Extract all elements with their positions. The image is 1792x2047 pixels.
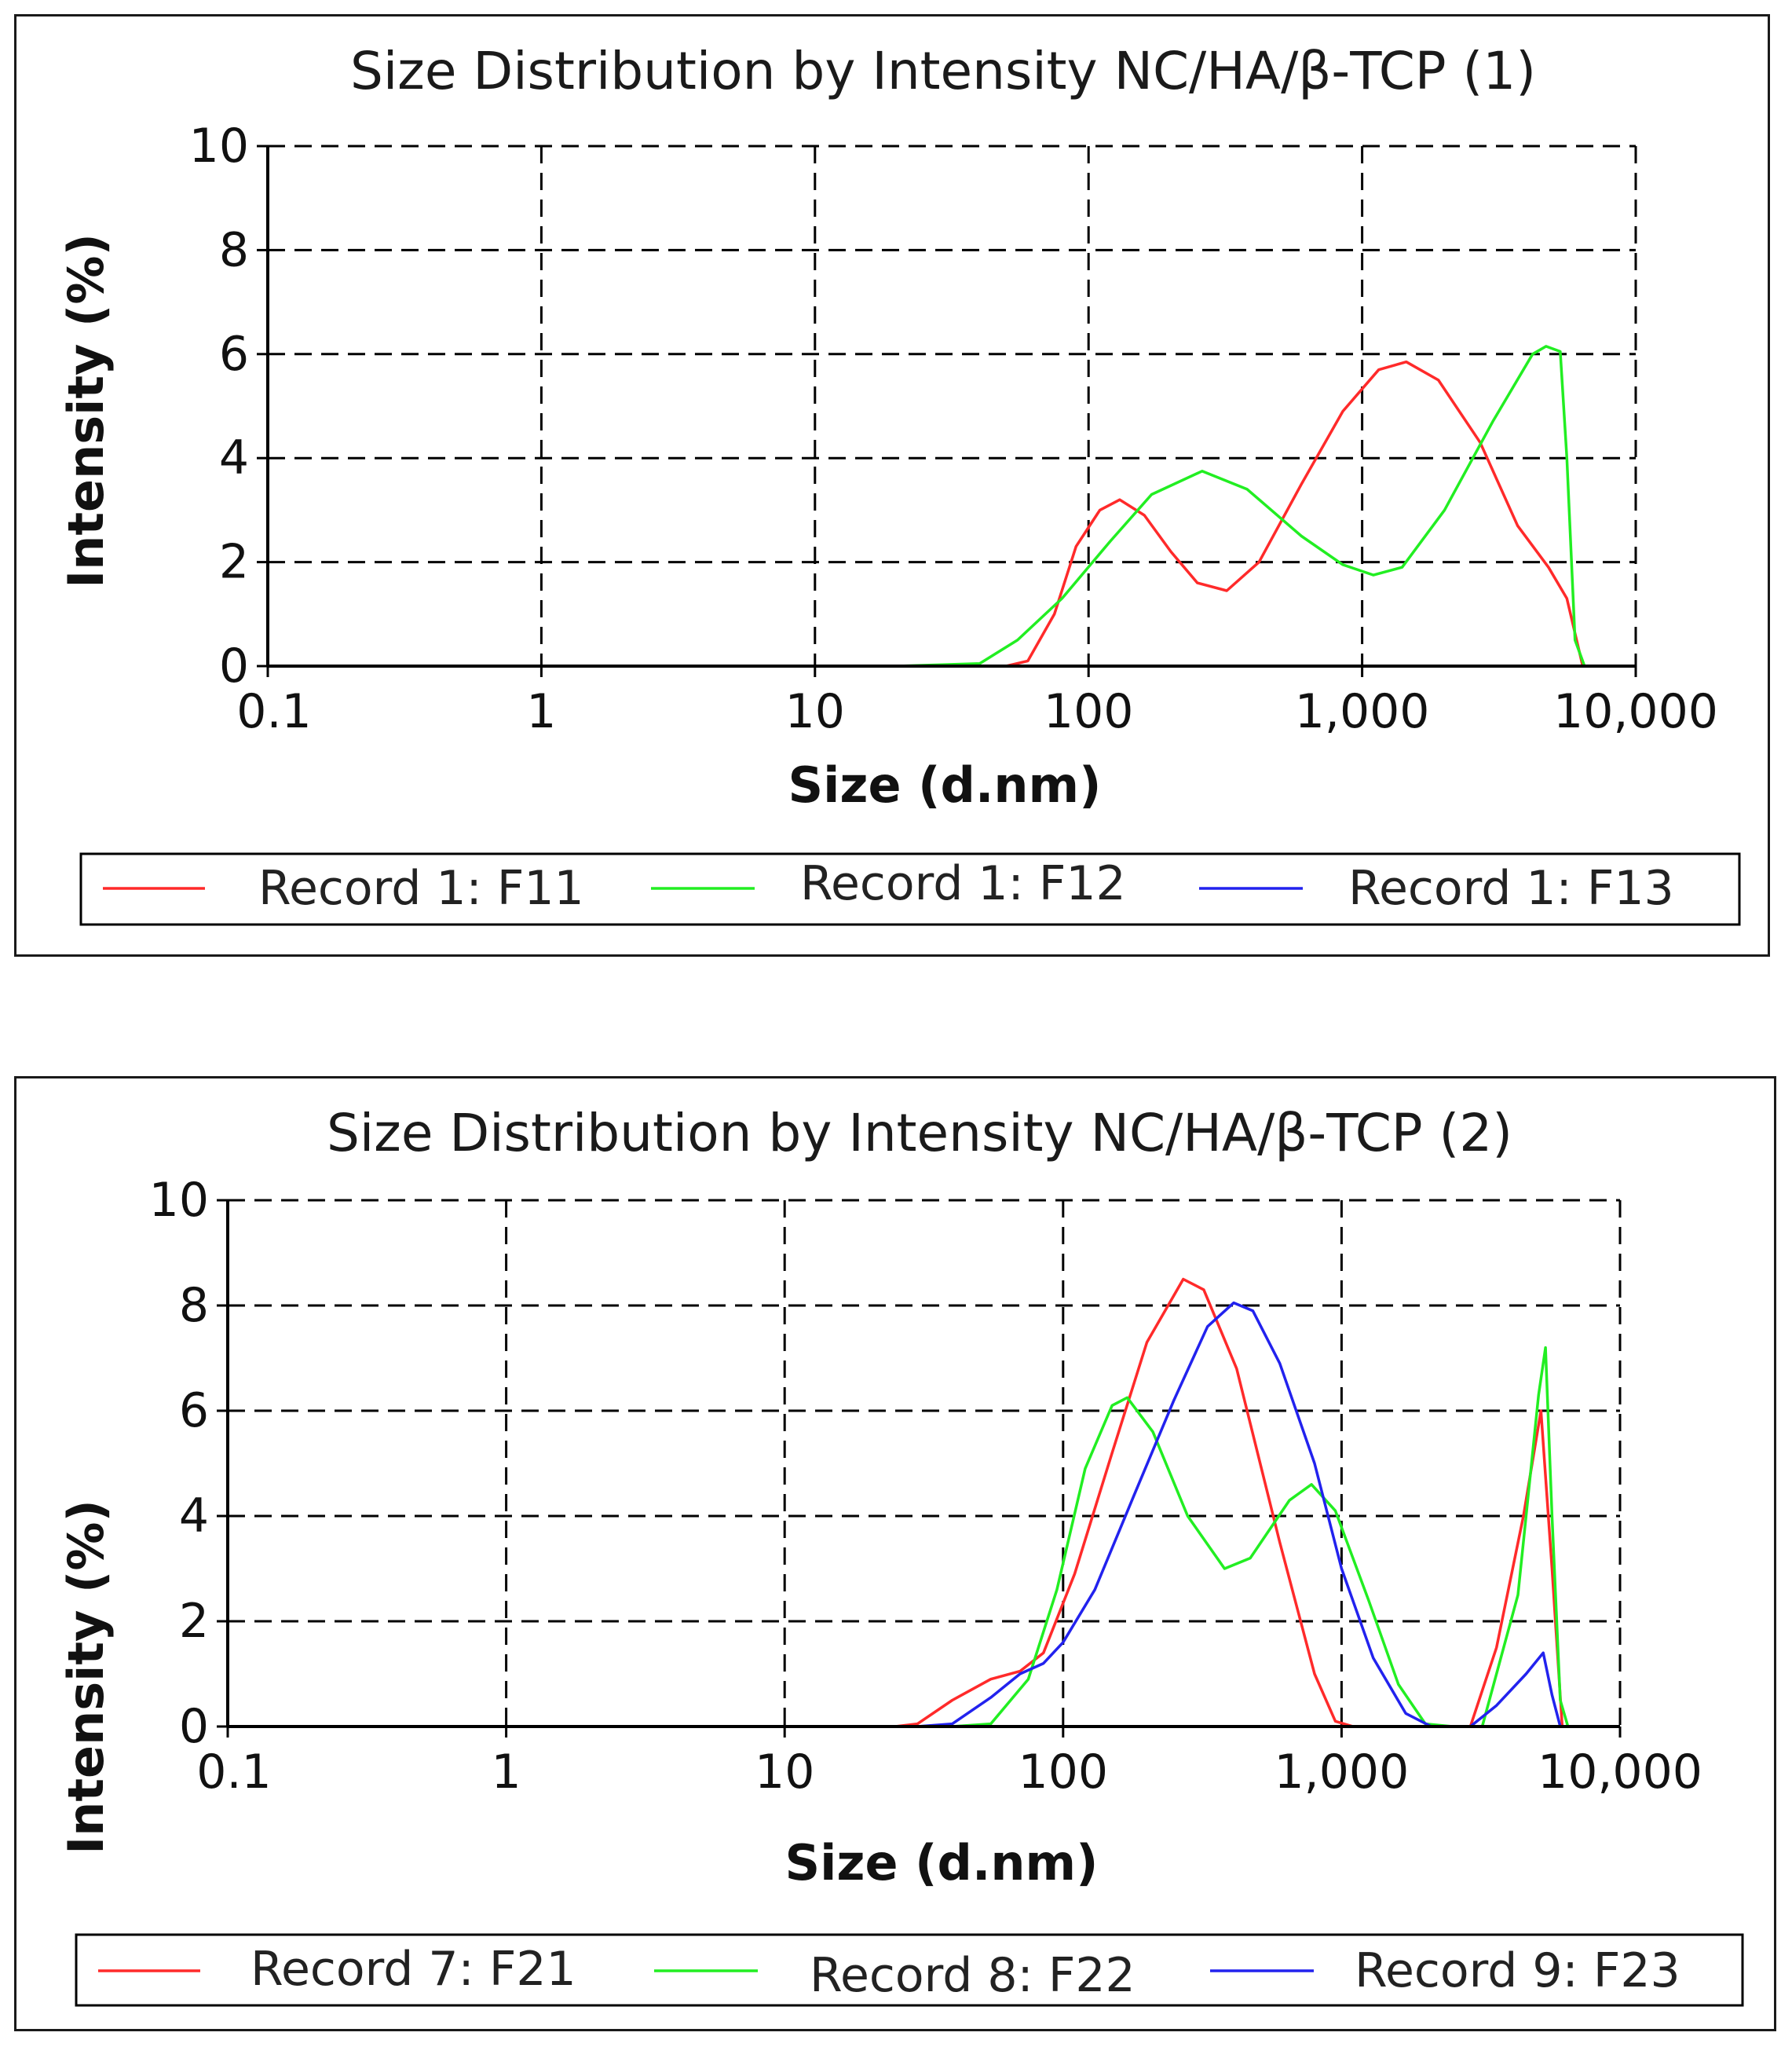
- x-tick-label: 1,000: [1295, 684, 1430, 739]
- x-tick-label: 10: [785, 684, 845, 739]
- y-tick-label: 0: [179, 1699, 209, 1754]
- y-tick-label: 8: [179, 1278, 209, 1333]
- chart-1-legend-item-1[interactable]: Record 1: F11: [103, 861, 584, 916]
- x-tick-label: 0.1: [196, 1745, 271, 1800]
- series-line-2: [432, 345, 1636, 668]
- chart-2-x-axis-label: Size (d.nm): [785, 1834, 1099, 1891]
- chart-1-legend-label-2: Record 1: F12: [800, 856, 1126, 911]
- chart-1-grid: [268, 145, 1637, 666]
- y-tick-label: 10: [149, 1173, 209, 1228]
- y-tick-label: 4: [179, 1489, 209, 1543]
- chart-2-legend-item-3[interactable]: Record 9: F23: [1210, 1943, 1680, 1998]
- y-tick-label: 6: [179, 1383, 209, 1438]
- chart-2-legend-label-1: Record 7: F21: [251, 1942, 576, 1997]
- chart-2-grid: [228, 1199, 1622, 1727]
- chart-2-series: [395, 1277, 1607, 1728]
- chart-2-title: Size Distribution by Intensity NC/HA/β-T…: [327, 1103, 1512, 1163]
- chart-1-x-axis-label: Size (d.nm): [788, 756, 1102, 814]
- chart-1-title: Size Distribution by Intensity NC/HA/β-T…: [350, 41, 1536, 101]
- chart-1-legend-box: [79, 852, 1741, 926]
- chart-1-axes: [266, 146, 1636, 668]
- chart-2-svg: Size Distribution by Intensity NC/HA/β-T…: [57, 1103, 1744, 2007]
- chart-panel-1: Size Distribution by Intensity NC/HA/β-T…: [14, 14, 1770, 957]
- y-tick-label: 0: [219, 639, 249, 694]
- chart-1-svg: Size Distribution by Intensity NC/HA/β-T…: [57, 41, 1741, 926]
- chart-2-legend-label-3: Record 9: F23: [1355, 1943, 1680, 1998]
- x-tick-label: 10,000: [1538, 1745, 1702, 1800]
- chart-1-legend-label-3: Record 1: F13: [1348, 861, 1674, 916]
- x-tick-label: 1: [492, 1745, 521, 1800]
- y-tick-label: 10: [189, 119, 249, 174]
- chart-1-legend-item-2[interactable]: Record 1: F12: [651, 856, 1126, 911]
- y-tick-label: 4: [219, 430, 249, 485]
- series-line-2: [395, 1346, 1607, 1728]
- series-line-1: [395, 1277, 1607, 1728]
- chart-1-legend-label-1: Record 1: F11: [258, 861, 584, 916]
- x-tick-label: 1: [526, 684, 556, 739]
- chart-2-legend-label-2: Record 8: F22: [810, 1948, 1136, 2003]
- x-tick-label: 0.1: [236, 684, 311, 739]
- chart-1-y-axis-label: Intensity (%): [57, 233, 115, 588]
- y-tick-label: 2: [219, 535, 249, 590]
- chart-2-axes: [226, 1200, 1620, 1728]
- chart-1-ticks: 0.1 1 10 100 1,000 10,000 0 2 4 6 8 10: [189, 119, 1718, 739]
- chart-1-legend-item-3[interactable]: Record 1: F13: [1199, 861, 1674, 916]
- chart-1-series: [432, 345, 1636, 668]
- chart-2-legend-item-1[interactable]: Record 7: F21: [98, 1942, 576, 1997]
- chart-2-y-axis-label: Intensity (%): [57, 1500, 115, 1855]
- series-line-3: [395, 1301, 1607, 1728]
- x-tick-label: 10: [755, 1745, 814, 1800]
- x-tick-label: 100: [1019, 1745, 1109, 1800]
- x-tick-label: 10,000: [1553, 684, 1718, 739]
- y-tick-label: 2: [179, 1594, 209, 1649]
- y-tick-label: 8: [219, 222, 249, 277]
- x-tick-label: 100: [1044, 684, 1134, 739]
- chart-2-legend-item-2[interactable]: Record 8: F22: [654, 1948, 1136, 2003]
- chart-2-legend-box: [75, 1933, 1744, 2007]
- y-tick-label: 6: [219, 327, 249, 382]
- series-line-1: [432, 360, 1636, 668]
- x-tick-label: 1,000: [1275, 1745, 1410, 1800]
- chart-panel-2: Size Distribution by Intensity NC/HA/β-T…: [14, 1076, 1776, 2031]
- chart-2-ticks: 0.1 1 10 100 1,000 10,000 0 2 4 6 8 10: [149, 1173, 1702, 1800]
